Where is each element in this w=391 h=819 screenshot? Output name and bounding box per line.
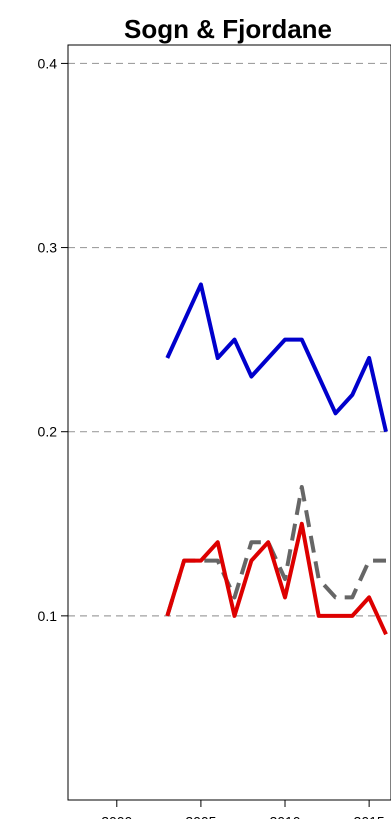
grid-lines (68, 62, 391, 617)
x-tick-label: 2015 (354, 813, 385, 819)
y-tick-label: 0.2 (38, 424, 58, 440)
series-line (165, 282, 388, 433)
series-line (165, 485, 386, 617)
y-tick-label: 0.3 (38, 240, 58, 256)
series-line (165, 521, 388, 636)
plot-frame (67, 44, 391, 801)
y-tick-label: 0.4 (38, 55, 58, 71)
series-2 (165, 485, 386, 617)
y-tick-label: 0.1 (38, 608, 58, 624)
axes: 0.1 0.2 0.3 0.4 2000 2005 2010 2015 (38, 55, 385, 819)
x-tick-label: 2010 (269, 813, 300, 819)
x-tick-label: 2005 (185, 813, 216, 819)
series-layer (165, 282, 388, 636)
chart-title: Sogn & Fjordane (124, 14, 332, 44)
x-tick-label: 2000 (101, 813, 132, 819)
series-3 (165, 521, 388, 636)
series-1 (165, 282, 388, 433)
